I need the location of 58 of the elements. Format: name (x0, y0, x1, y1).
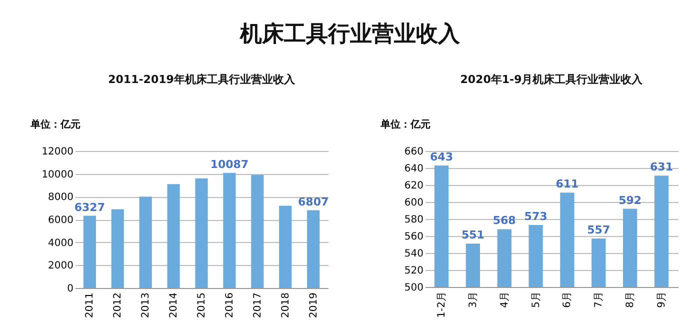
bar (223, 172, 236, 288)
data-label: 573 (524, 210, 548, 223)
y-tick-label: 500 (404, 282, 424, 294)
data-label: 631 (650, 160, 673, 174)
y-tick-label: 540 (404, 248, 424, 260)
x-tick-label: 6月 (562, 292, 574, 308)
bar (251, 174, 264, 288)
y-tick-label: 0 (67, 284, 74, 294)
x-tick-label: 1-2月 (436, 292, 448, 318)
bar (111, 209, 124, 288)
data-label: 568 (492, 214, 516, 228)
data-label: 611 (556, 178, 579, 191)
data-label: 6327 (74, 200, 105, 214)
data-label: 6807 (298, 195, 329, 208)
x-tick-label: 2014 (168, 292, 180, 318)
data-label: 557 (587, 224, 610, 237)
data-label: 592 (618, 194, 642, 207)
chart-title: 2020年1-9月机床工具行业营业收入 (460, 73, 644, 86)
x-tick-label: 2015 (196, 292, 208, 318)
x-tick-label: 5月 (530, 292, 542, 308)
x-tick-label: 9月 (656, 292, 668, 308)
y-tick-label: 10000 (42, 169, 74, 180)
x-tick-label: 4月 (499, 292, 510, 308)
y-axis-title: 单位：亿元 (380, 118, 430, 130)
y-tick-label: 600 (404, 198, 424, 208)
y-tick-label: 580 (404, 214, 424, 226)
data-label: 10087 (210, 158, 249, 171)
x-tick-label: 2017 (252, 292, 264, 318)
y-axis-title: 单位：亿元 (30, 118, 80, 130)
x-tick-label: 3月 (468, 292, 479, 308)
chart-title: 2011-2019年机床工具行业营业收入 (108, 73, 296, 86)
text: 机床工具行业营业收入 (238, 21, 461, 49)
bar (139, 196, 152, 288)
bar (279, 206, 292, 288)
bar (195, 178, 208, 288)
x-tick-label: 2019 (308, 292, 320, 318)
bar (307, 210, 320, 288)
x-tick-label: 2011 (84, 292, 96, 318)
data-label: 643 (430, 150, 453, 164)
y-tick-label: 6000 (48, 215, 74, 226)
data-label: 551 (461, 228, 484, 242)
bar (83, 216, 96, 288)
x-tick-label: 2016 (224, 292, 236, 318)
x-tick-label: 2018 (280, 292, 292, 318)
y-tick-label: 640 (404, 164, 424, 174)
y-tick-label: 8000 (48, 192, 74, 204)
y-tick-label: 12000 (42, 146, 74, 158)
y-tick-label: 620 (404, 180, 424, 192)
y-tick-label: 2000 (48, 260, 74, 272)
x-tick-label: 8月 (625, 292, 636, 308)
y-tick-label: 520 (404, 266, 424, 276)
x-tick-label: 2013 (140, 292, 152, 318)
y-tick-label: 660 (404, 146, 424, 158)
x-tick-label: 2012 (112, 292, 124, 318)
y-tick-label: 560 (404, 232, 424, 242)
x-tick-label: 7月 (594, 292, 605, 308)
y-tick-label: 4000 (48, 238, 74, 249)
bar (167, 184, 180, 288)
